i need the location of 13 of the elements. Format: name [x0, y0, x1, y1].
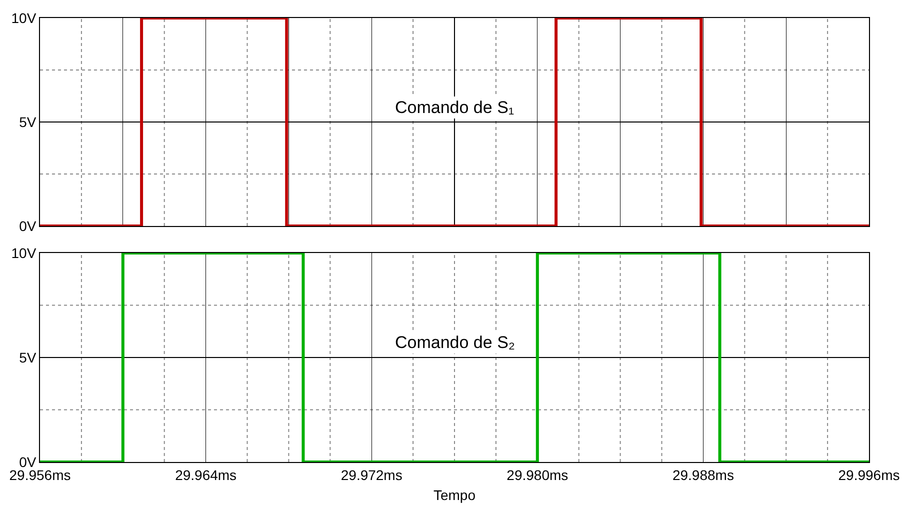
x-tick-label: 29.988ms — [672, 466, 734, 483]
x-tick-label: 29.996ms — [838, 466, 900, 483]
x-tick-label: 29.972ms — [340, 466, 402, 483]
x-tick-label: 29.964ms — [175, 466, 237, 483]
y-tick-label: 10V — [11, 10, 37, 26]
y-tick-label: 0V — [19, 218, 37, 234]
x-tick-label: 29.980ms — [506, 466, 568, 483]
x-axis-title: Tempo — [433, 487, 476, 504]
y-tick-label: 5V — [19, 349, 37, 366]
y-tick-label: 5V — [19, 114, 37, 130]
y-tick-label: 10V — [11, 244, 37, 261]
annotation: Comando de S₂ — [395, 333, 516, 352]
annotation: Comando de S₁ — [395, 98, 514, 117]
